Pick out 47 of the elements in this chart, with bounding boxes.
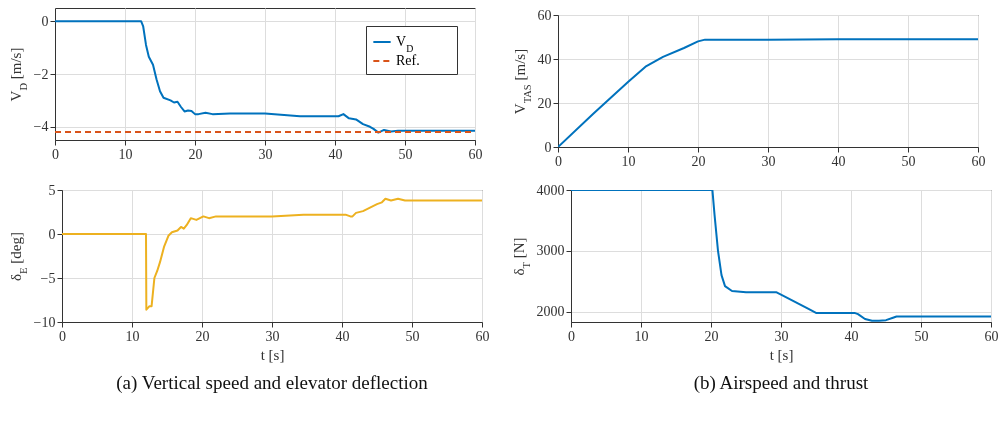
- x-tick-label: 50: [914, 328, 929, 344]
- x-tick-label: 20: [195, 328, 210, 344]
- text: (b) Airspeed and thrust: [693, 372, 870, 394]
- y-tick-label: 4000: [536, 182, 565, 198]
- y-tick-label: 0: [41, 13, 49, 29]
- y-tick-label: −5: [40, 270, 56, 286]
- x-axis-title: t [s]: [769, 346, 794, 363]
- y-tick-label: −10: [33, 314, 56, 330]
- x-axis-title: t [s]: [260, 346, 285, 363]
- x-tick-label: 50: [405, 328, 420, 344]
- x-tick-label: 60: [475, 328, 490, 344]
- y-tick-label: 3000: [536, 243, 565, 259]
- x-tick-label: 50: [398, 146, 413, 162]
- x-tick-label: 30: [761, 153, 776, 169]
- x-tick-label: 60: [984, 328, 999, 344]
- x-tick-label: 0: [568, 328, 575, 344]
- x-tick-label: 10: [621, 153, 636, 169]
- y-tick-label: −2: [33, 66, 49, 82]
- y-tick-label: 60: [537, 7, 552, 23]
- x-tick-label: 20: [188, 146, 203, 162]
- y-tick-label: −4: [33, 119, 49, 135]
- x-tick-label: 10: [125, 328, 140, 344]
- y-tick-label: 20: [537, 95, 552, 111]
- x-tick-label: 10: [118, 146, 133, 162]
- x-tick-label: 60: [468, 146, 483, 162]
- x-tick-label: 50: [901, 153, 916, 169]
- x-tick-label: 20: [704, 328, 719, 344]
- x-tick-label: 30: [258, 146, 273, 162]
- x-tick-label: 40: [831, 153, 846, 169]
- x-tick-label: 40: [328, 146, 343, 162]
- y-tick-label: 40: [537, 51, 552, 67]
- x-tick-label: 0: [59, 328, 66, 344]
- legend-label: V$_{D}$: [396, 34, 414, 54]
- x-tick-label: 40: [844, 328, 859, 344]
- x-tick-label: 60: [971, 153, 986, 169]
- line-series: [55, 20, 475, 134]
- x-tick-label: 30: [265, 328, 280, 344]
- x-tick-label: 40: [335, 328, 350, 344]
- legend-label: Ref.: [396, 53, 420, 68]
- y-tick-label: 0: [48, 226, 56, 242]
- text: (a) Vertical speed and elevator deflection: [116, 372, 429, 394]
- x-tick-label: 30: [774, 328, 789, 344]
- x-tick-label: 10: [634, 328, 649, 344]
- y-tick-label: 5: [48, 182, 56, 198]
- line-series: [62, 197, 482, 311]
- x-tick-label: 20: [691, 153, 706, 169]
- y-tick-label: 2000: [536, 304, 565, 320]
